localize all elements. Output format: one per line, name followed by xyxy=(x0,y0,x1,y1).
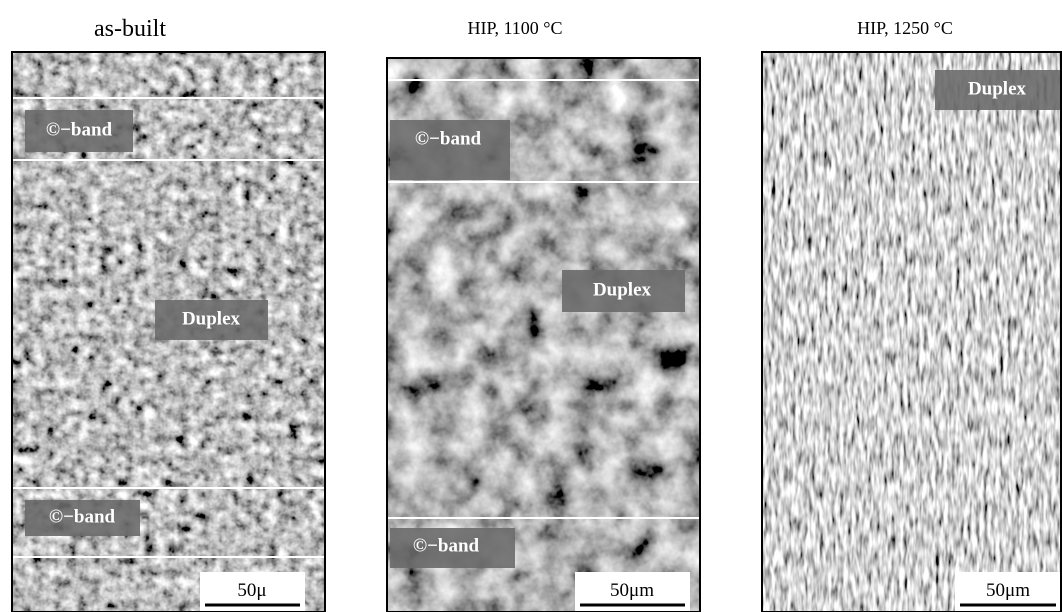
panel-hip-1250: HIP, 1250 °C Duplex 50μm xyxy=(762,18,1062,612)
scale-label: 50μm xyxy=(986,580,1030,601)
scale-label: 50μ xyxy=(237,580,266,601)
panel-as-built: as-built ©−band Duplex ©−band 50μ xyxy=(12,16,325,612)
panel-title: HIP, 1250 °C xyxy=(857,18,953,38)
panel-title: as-built xyxy=(94,16,166,42)
panel-hip-1100: HIP, 1100 °C ©−band Duplex ©−band 50μm xyxy=(387,18,700,612)
panel-title: HIP, 1100 °C xyxy=(467,18,562,38)
figure: as-built ©−band Duplex ©−band 50μ HIP, 1… xyxy=(0,0,1062,612)
region-label: ©−band xyxy=(46,119,113,140)
scale-label: 50μm xyxy=(610,580,654,601)
region-label: ©−band xyxy=(413,535,480,556)
micrograph-texture xyxy=(762,52,1062,612)
region-label: Duplex xyxy=(593,279,652,300)
region-label: ©−band xyxy=(415,128,482,149)
region-label: ©−band xyxy=(49,506,116,527)
region-label: Duplex xyxy=(182,308,241,329)
region-label: Duplex xyxy=(968,78,1027,99)
